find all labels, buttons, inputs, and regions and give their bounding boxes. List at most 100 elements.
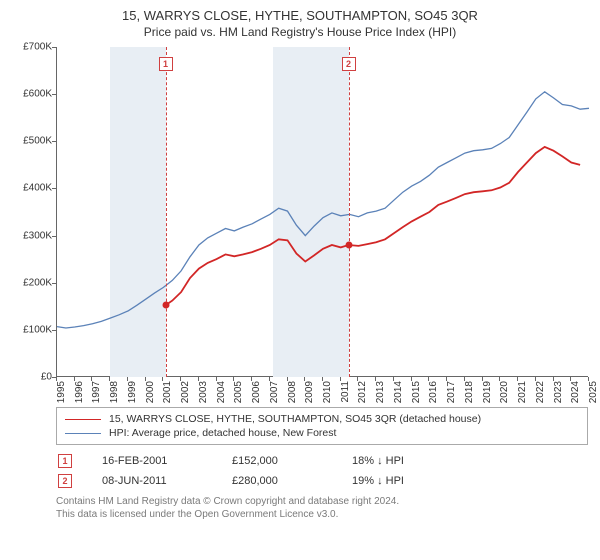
- x-tick-label: 2019: [482, 381, 493, 409]
- y-tick: [52, 47, 56, 48]
- sale-table: 1 16-FEB-2001£152,00018% ↓ HPI 2 08-JUN-201…: [56, 451, 588, 491]
- x-tick: [375, 377, 376, 381]
- y-tick-label: £0: [2, 372, 52, 383]
- x-tick: [127, 377, 128, 381]
- plot-area: 12: [56, 47, 588, 377]
- y-tick: [52, 283, 56, 284]
- x-tick-label: 2014: [393, 381, 404, 409]
- x-tick: [216, 377, 217, 381]
- y-tick-label: £700K: [2, 42, 52, 53]
- x-tick-label: 2009: [304, 381, 315, 409]
- x-tick: [517, 377, 518, 381]
- x-tick: [570, 377, 571, 381]
- table-date: 16-FEB-2001: [102, 455, 232, 467]
- x-tick-label: 2012: [357, 381, 368, 409]
- chart-title: 15, WARRYS CLOSE, HYTHE, SOUTHAMPTON, SO…: [12, 8, 588, 23]
- y-tick: [52, 141, 56, 142]
- x-tick-label: 2020: [499, 381, 510, 409]
- table-row: 2 08-JUN-2011£280,00019% ↓ HPI: [56, 471, 588, 491]
- x-tick: [304, 377, 305, 381]
- marker-vline: [349, 47, 350, 377]
- y-tick-label: £500K: [2, 136, 52, 147]
- legend-row: HPI: Average price, detached house, New …: [65, 426, 579, 440]
- y-tick-label: £400K: [2, 183, 52, 194]
- x-tick: [535, 377, 536, 381]
- legend-swatch: [65, 419, 101, 420]
- x-tick: [357, 377, 358, 381]
- x-tick-label: 2001: [162, 381, 173, 409]
- x-tick: [198, 377, 199, 381]
- x-tick: [145, 377, 146, 381]
- x-tick-label: 2008: [287, 381, 298, 409]
- y-tick-label: £300K: [2, 230, 52, 241]
- x-tick: [180, 377, 181, 381]
- series-red: [166, 147, 581, 305]
- x-tick: [499, 377, 500, 381]
- x-tick: [74, 377, 75, 381]
- plot-wrap: 12 £0£100K£200K£300K£400K£500K£600K£700K…: [12, 47, 588, 401]
- marker-vline: [166, 47, 167, 377]
- y-tick: [52, 188, 56, 189]
- table-date: 08-JUN-2011: [102, 475, 232, 487]
- chart-lines: [57, 47, 589, 377]
- legend-swatch: [65, 433, 101, 434]
- x-tick: [109, 377, 110, 381]
- x-tick-label: 2016: [428, 381, 439, 409]
- table-marker-box: 2: [58, 474, 72, 488]
- table-row: 1 16-FEB-2001£152,00018% ↓ HPI: [56, 451, 588, 471]
- marker-dot: [345, 242, 352, 249]
- x-tick-label: 2021: [517, 381, 528, 409]
- x-tick: [162, 377, 163, 381]
- x-tick: [588, 377, 589, 381]
- x-tick-label: 2011: [340, 381, 351, 409]
- x-tick: [482, 377, 483, 381]
- x-tick-label: 2000: [145, 381, 156, 409]
- x-tick-label: 1996: [74, 381, 85, 409]
- x-tick-label: 2006: [251, 381, 262, 409]
- x-tick: [287, 377, 288, 381]
- footer-line1: Contains HM Land Registry data © Crown c…: [56, 495, 588, 508]
- x-tick-label: 2004: [216, 381, 227, 409]
- table-pct: 19% ↓ HPI: [352, 475, 472, 487]
- x-tick-label: 2007: [269, 381, 280, 409]
- legend-row: 15, WARRYS CLOSE, HYTHE, SOUTHAMPTON, SO…: [65, 412, 579, 426]
- marker-box: 1: [159, 57, 173, 71]
- x-tick-label: 2025: [588, 381, 599, 409]
- x-tick: [56, 377, 57, 381]
- x-tick: [251, 377, 252, 381]
- table-marker-box: 1: [58, 454, 72, 468]
- x-tick-label: 2010: [322, 381, 333, 409]
- x-tick: [322, 377, 323, 381]
- legend-label: 15, WARRYS CLOSE, HYTHE, SOUTHAMPTON, SO…: [109, 413, 481, 425]
- x-tick-label: 2003: [198, 381, 209, 409]
- x-tick-label: 2018: [464, 381, 475, 409]
- x-tick-label: 2023: [553, 381, 564, 409]
- x-tick: [340, 377, 341, 381]
- x-tick: [428, 377, 429, 381]
- x-tick-label: 2005: [233, 381, 244, 409]
- x-tick: [393, 377, 394, 381]
- x-tick: [411, 377, 412, 381]
- marker-dot: [162, 302, 169, 309]
- legend-box: 15, WARRYS CLOSE, HYTHE, SOUTHAMPTON, SO…: [56, 407, 588, 445]
- footer-line2: This data is licensed under the Open Gov…: [56, 508, 588, 521]
- y-tick-label: £200K: [2, 277, 52, 288]
- chart-container: 15, WARRYS CLOSE, HYTHE, SOUTHAMPTON, SO…: [0, 0, 600, 525]
- table-pct: 18% ↓ HPI: [352, 455, 472, 467]
- table-price: £152,000: [232, 455, 352, 467]
- x-tick: [553, 377, 554, 381]
- y-tick: [52, 330, 56, 331]
- x-tick: [464, 377, 465, 381]
- x-tick: [269, 377, 270, 381]
- x-tick: [91, 377, 92, 381]
- y-tick: [52, 94, 56, 95]
- footer: Contains HM Land Registry data © Crown c…: [56, 495, 588, 521]
- chart-subtitle: Price paid vs. HM Land Registry's House …: [12, 25, 588, 39]
- x-tick-label: 2013: [375, 381, 386, 409]
- y-tick-label: £600K: [2, 89, 52, 100]
- x-tick-label: 1998: [109, 381, 120, 409]
- table-price: £280,000: [232, 475, 352, 487]
- x-tick-label: 1997: [91, 381, 102, 409]
- x-tick: [233, 377, 234, 381]
- x-tick-label: 1995: [56, 381, 67, 409]
